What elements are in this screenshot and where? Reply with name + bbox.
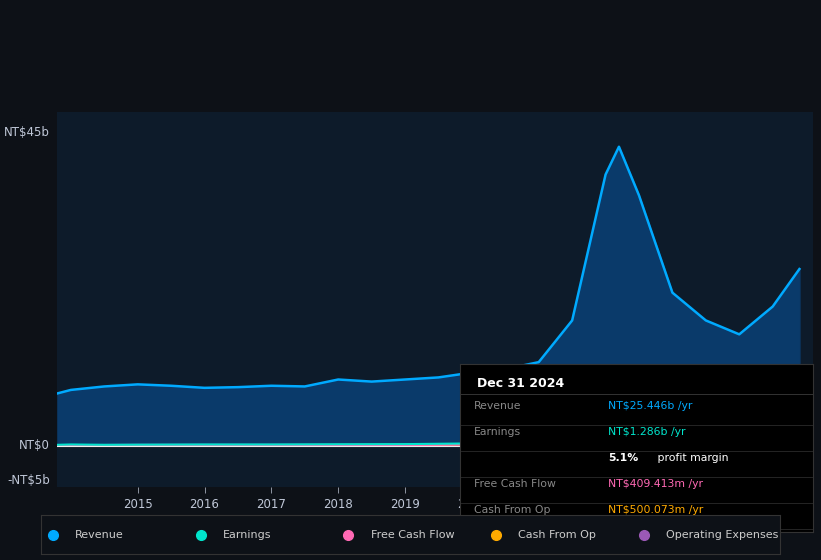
Text: Free Cash Flow: Free Cash Flow — [474, 479, 556, 489]
Text: -NT$5b: -NT$5b — [7, 474, 50, 487]
Text: Operating Expenses: Operating Expenses — [666, 530, 778, 540]
Text: Revenue: Revenue — [75, 530, 124, 540]
Text: NT$409.413m /yr: NT$409.413m /yr — [608, 479, 703, 489]
Text: Earnings: Earnings — [222, 530, 271, 540]
Text: Free Cash Flow: Free Cash Flow — [370, 530, 454, 540]
Text: NT$1.286b /yr: NT$1.286b /yr — [608, 427, 686, 437]
Text: NT$2.774b /yr: NT$2.774b /yr — [608, 531, 686, 541]
Text: Revenue: Revenue — [474, 401, 521, 411]
Text: Cash From Op: Cash From Op — [518, 530, 596, 540]
Text: 5.1%: 5.1% — [608, 453, 638, 463]
Text: NT$500.073m /yr: NT$500.073m /yr — [608, 505, 704, 515]
Text: profit margin: profit margin — [654, 453, 728, 463]
Text: Dec 31 2024: Dec 31 2024 — [478, 377, 565, 390]
Text: NT$45b: NT$45b — [4, 127, 50, 139]
Text: Cash From Op: Cash From Op — [474, 505, 550, 515]
Text: NT$0: NT$0 — [19, 439, 50, 452]
Text: Operating Expenses: Operating Expenses — [474, 531, 584, 541]
Text: NT$25.446b /yr: NT$25.446b /yr — [608, 401, 692, 411]
Text: Earnings: Earnings — [474, 427, 521, 437]
